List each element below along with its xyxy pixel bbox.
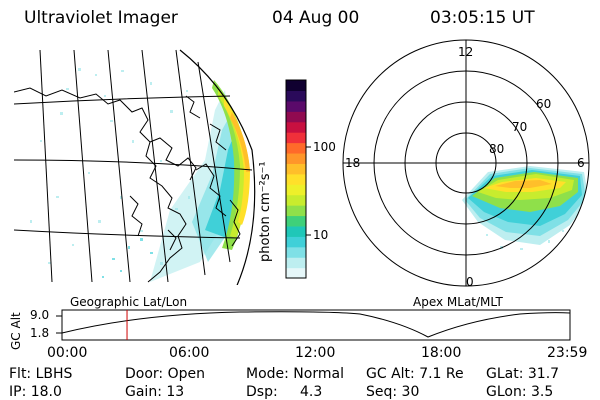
colorbar-segment: [286, 132, 306, 144]
colorbar-segment: [286, 142, 306, 154]
altitude-ytick-9: 9.0: [30, 308, 50, 322]
status-dsp-label: Dsp:: [246, 384, 278, 400]
altitude-curve: [61, 311, 571, 338]
colorbar-label: photon cm⁻²s⁻¹: [258, 161, 273, 262]
status-gc-alt: GC Alt: 7.1 Re: [366, 366, 464, 382]
polar-lat-70: 70: [512, 120, 528, 134]
date-label: 04 Aug 00: [272, 8, 360, 28]
geographic-map: [14, 49, 256, 285]
colorbar-segment: [286, 267, 306, 279]
coastlines: [14, 87, 241, 283]
status-gain: Gain: 13: [125, 384, 185, 400]
polar-hour-18: 18: [345, 156, 361, 170]
status-mode: Mode: Normal: [246, 366, 344, 382]
altitude-xtick-1800: 18:00: [421, 345, 462, 361]
altitude-xtick-0000: 00:00: [47, 345, 88, 361]
earth-limb: [179, 49, 256, 285]
status-ip: IP: 18.0: [9, 384, 62, 400]
status-seq: Seq: 30: [366, 384, 420, 400]
lat-lon-grid: [14, 49, 253, 283]
polar-hour-12: 12: [458, 45, 474, 59]
colorbar-segment: [286, 257, 306, 269]
colorbar-segment: [286, 246, 306, 258]
altitude-ytick-1-8: 1.8: [30, 326, 50, 340]
colorbar-tick-100: 100: [313, 140, 336, 154]
altitude-xtick-0600: 06:00: [169, 345, 210, 361]
colorbar-segment: [286, 90, 306, 102]
colorbar: [285, 79, 311, 279]
polar-hour-0: 0: [466, 275, 474, 289]
polar-plot-label: Apex MLat/MLT: [413, 295, 503, 309]
colorbar-segment: [286, 163, 306, 175]
polar-lat-60: 60: [536, 97, 552, 111]
polar-hour-6: 6: [577, 156, 585, 170]
colorbar-tick-10: 10: [313, 228, 329, 242]
colorbar-segment: [286, 100, 306, 112]
colorbar-segment: [286, 152, 306, 164]
colorbar-segment: [286, 236, 306, 248]
status-dsp-value: 4.3: [300, 384, 323, 400]
status-glon: GLon: 3.5: [486, 384, 554, 400]
colorbar-segment: [286, 194, 306, 206]
altitude-xtick-1200: 12:00: [295, 345, 336, 361]
polar-lat-80: 80: [489, 142, 505, 156]
altitude-ylabel: GC Alt: [9, 312, 23, 350]
altitude-plot: [56, 309, 571, 341]
colorbar-segment: [286, 184, 306, 196]
colorbar-segment: [286, 80, 306, 92]
colorbar-segment: [286, 205, 306, 217]
polar-plot: [342, 39, 590, 287]
colorbar-segment: [286, 111, 306, 123]
colorbar-segment: [286, 173, 306, 185]
status-flt: Flt: LBHS: [9, 366, 73, 382]
colorbar-segment: [286, 215, 306, 227]
status-door: Door: Open: [125, 366, 205, 382]
geo-map-label: Geographic Lat/Lon: [70, 295, 188, 309]
colorbar-segment: [286, 225, 306, 237]
colorbar-segment: [286, 121, 306, 133]
noise-pixels: [30, 68, 188, 264]
altitude-xtick-2359: 23:59: [547, 345, 588, 361]
app-title: Ultraviolet Imager: [24, 8, 178, 28]
time-label: 03:05:15 UT: [430, 8, 535, 28]
status-glat: GLat: 31.7: [486, 366, 560, 382]
